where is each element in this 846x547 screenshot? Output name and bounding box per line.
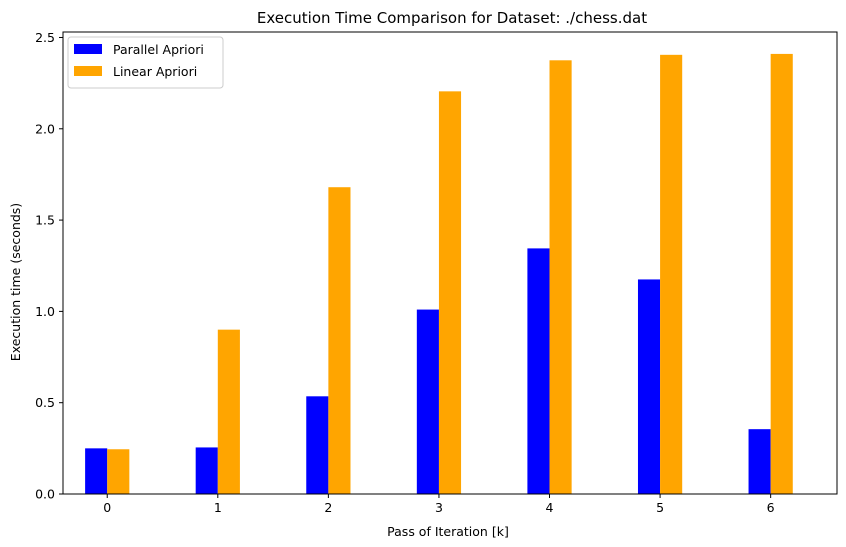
legend-box (67, 36, 224, 89)
bar-parallel-3 (416, 309, 439, 494)
x-axis: 0 1 2 3 4 5 6 (103, 494, 775, 515)
bar-linear-0 (107, 449, 130, 494)
x-tick-label: 6 (767, 500, 775, 515)
y-tick-label: 0.0 (35, 487, 55, 502)
legend-swatch (74, 66, 102, 76)
y-axis: 0.0 0.5 1.0 1.5 2.0 2.5 (35, 30, 63, 502)
bar-linear-5 (660, 54, 683, 495)
bar-parallel-5 (637, 279, 661, 494)
legend: Parallel Apriori Linear Apriori (67, 36, 224, 89)
bars-group (85, 53, 793, 495)
y-tick-label: 1.0 (35, 304, 55, 319)
x-tick-label: 2 (324, 500, 332, 515)
y-tick-label: 1.5 (35, 213, 55, 228)
x-tick-label: 3 (435, 500, 443, 515)
legend-label: Parallel Apriori (113, 42, 204, 57)
legend-swatch (74, 44, 102, 54)
bar-linear-2 (328, 187, 351, 494)
bar-parallel-1 (195, 447, 218, 494)
bar-linear-4 (549, 60, 572, 494)
y-tick-label: 2.5 (35, 30, 55, 45)
bar-linear-6 (770, 53, 793, 494)
bar-parallel-0 (85, 448, 108, 494)
bar-linear-3 (438, 91, 462, 494)
legend-label: Linear Apriori (113, 64, 197, 79)
bar-linear-1 (217, 329, 240, 494)
x-tick-label: 5 (656, 500, 664, 515)
y-axis-label: Execution time (seconds) (8, 203, 23, 361)
bar-parallel-6 (748, 429, 771, 494)
x-tick-label: 1 (214, 500, 222, 515)
y-tick-label: 2.0 (35, 121, 55, 136)
x-tick-label: 0 (103, 500, 111, 515)
x-tick-label: 4 (546, 500, 554, 515)
y-tick-label: 0.5 (35, 395, 55, 410)
chart-title: Execution Time Comparison for Dataset: .… (257, 9, 647, 27)
plot-area-frame (62, 31, 838, 495)
x-axis-label: Pass of Iteration [k] (387, 524, 509, 539)
bar-parallel-4 (527, 248, 550, 494)
bar-parallel-2 (306, 396, 329, 494)
